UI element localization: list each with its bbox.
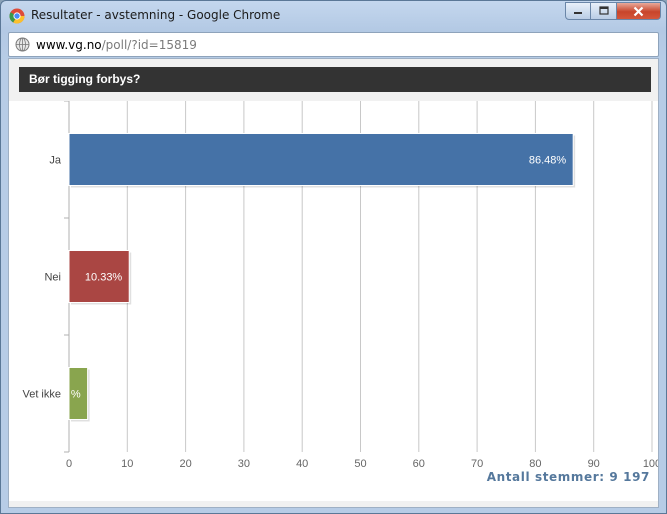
x-tick-label: 90 bbox=[588, 458, 600, 470]
y-category-label: Vet ikke bbox=[22, 389, 61, 401]
minimize-icon bbox=[574, 12, 582, 14]
data-label: 10.33% bbox=[85, 272, 123, 284]
x-tick-label: 30 bbox=[238, 458, 250, 470]
results-chart: 0 10 20 30 40 50 60 70 80 90 100 Ja 86.48% Nei 10.33% V… bbox=[9, 100, 661, 501]
x-tick-label: 100 bbox=[643, 458, 658, 470]
close-icon bbox=[633, 6, 644, 16]
poll-question: Bør tigging forbys? bbox=[29, 72, 141, 86]
minimize-button[interactable] bbox=[565, 2, 591, 20]
url-text: www.vg.no/poll/?id=15819 bbox=[36, 38, 197, 52]
maximize-icon bbox=[598, 6, 609, 15]
y-category-label: Nei bbox=[44, 272, 61, 284]
maximize-button[interactable] bbox=[591, 2, 617, 20]
page-content: Bør tigging forbys? 0 10 20 30 40 50 60 70 80 90 1… bbox=[8, 58, 661, 508]
address-bar[interactable]: www.vg.no/poll/?id=15819 bbox=[8, 32, 659, 57]
data-label: % bbox=[71, 389, 81, 401]
chrome-logo-icon bbox=[9, 8, 25, 24]
x-tick-label: 50 bbox=[354, 458, 366, 470]
y-category-label: Ja bbox=[49, 155, 62, 167]
x-tick-label: 80 bbox=[529, 458, 541, 470]
vote-count: Antall stemmer: 9 197 bbox=[486, 470, 650, 484]
bar-vet-ikke bbox=[68, 367, 89, 420]
url-path: /poll/?id=15819 bbox=[101, 38, 197, 52]
title-bar[interactable]: Resultater - avstemning - Google Chrome bbox=[1, 1, 666, 31]
x-tick-label: 60 bbox=[413, 458, 425, 470]
x-tick-label: 20 bbox=[179, 458, 191, 470]
window-title: Resultater - avstemning - Google Chrome bbox=[31, 8, 281, 22]
x-tick-label: 70 bbox=[471, 458, 483, 470]
window-controls bbox=[565, 2, 661, 20]
x-tick-label: 10 bbox=[121, 458, 133, 470]
bar-ja bbox=[68, 133, 574, 186]
poll-header: Bør tigging forbys? bbox=[19, 67, 651, 92]
data-label: 86.48% bbox=[529, 155, 567, 167]
chart-svg: 0 10 20 30 40 50 60 70 80 90 100 Ja 86.48% Nei 10.33% V… bbox=[22, 100, 661, 470]
bar-nei bbox=[68, 250, 130, 303]
close-button[interactable] bbox=[617, 2, 661, 20]
url-host: www.vg.no bbox=[36, 38, 102, 52]
x-tick-label: 0 bbox=[66, 458, 72, 470]
globe-icon bbox=[15, 37, 30, 52]
x-tick-label: 40 bbox=[296, 458, 308, 470]
